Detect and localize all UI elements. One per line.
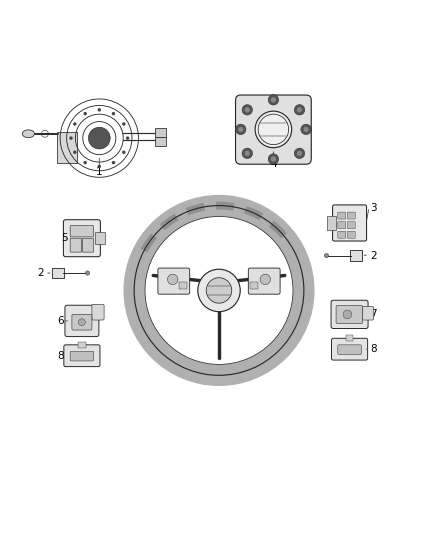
Circle shape [69,136,73,140]
FancyBboxPatch shape [64,220,100,257]
Circle shape [73,150,77,154]
Circle shape [78,319,85,326]
Text: 8: 8 [57,351,64,361]
FancyBboxPatch shape [78,342,86,348]
Circle shape [112,112,115,115]
Circle shape [271,97,276,102]
FancyBboxPatch shape [338,231,346,238]
Circle shape [167,274,178,285]
FancyBboxPatch shape [347,212,355,219]
FancyBboxPatch shape [332,205,367,241]
FancyBboxPatch shape [70,225,94,237]
Circle shape [112,161,115,164]
FancyBboxPatch shape [70,238,81,252]
FancyBboxPatch shape [70,351,94,361]
Circle shape [198,269,240,312]
Circle shape [126,136,129,140]
Circle shape [90,128,109,148]
Circle shape [98,165,101,168]
FancyBboxPatch shape [248,268,280,294]
Circle shape [236,124,246,135]
Circle shape [206,278,232,303]
FancyBboxPatch shape [52,268,64,278]
Circle shape [294,104,305,115]
Circle shape [304,127,309,132]
Circle shape [324,254,328,258]
Circle shape [301,124,311,135]
FancyBboxPatch shape [332,338,367,360]
Circle shape [255,111,292,148]
Circle shape [122,150,126,154]
FancyBboxPatch shape [95,232,105,244]
FancyBboxPatch shape [346,335,353,341]
FancyBboxPatch shape [82,238,94,252]
FancyBboxPatch shape [336,305,363,324]
FancyBboxPatch shape [179,282,187,288]
Circle shape [297,107,302,112]
FancyBboxPatch shape [338,222,346,229]
FancyBboxPatch shape [72,314,92,330]
Circle shape [238,127,244,132]
Circle shape [73,122,77,126]
Circle shape [242,104,253,115]
Circle shape [245,151,250,156]
Circle shape [294,148,305,158]
Circle shape [85,271,90,275]
Text: 4: 4 [270,159,277,169]
FancyBboxPatch shape [250,282,258,288]
Circle shape [271,156,276,161]
Circle shape [98,108,101,111]
FancyBboxPatch shape [338,345,361,354]
FancyBboxPatch shape [350,251,362,261]
Text: 5: 5 [61,233,68,243]
FancyBboxPatch shape [64,345,100,367]
FancyBboxPatch shape [338,212,346,219]
Circle shape [268,154,279,164]
FancyBboxPatch shape [236,95,311,164]
Ellipse shape [22,130,35,138]
FancyBboxPatch shape [362,306,374,320]
Circle shape [343,310,352,319]
FancyBboxPatch shape [155,128,166,137]
Circle shape [242,148,253,158]
Text: 7: 7 [370,309,377,319]
FancyBboxPatch shape [331,300,368,328]
Text: 6: 6 [57,316,64,326]
FancyBboxPatch shape [57,133,77,163]
FancyBboxPatch shape [158,268,190,294]
FancyBboxPatch shape [347,222,355,229]
FancyBboxPatch shape [327,215,336,230]
Circle shape [297,151,302,156]
Circle shape [260,274,271,285]
Text: 1: 1 [96,167,102,176]
Circle shape [245,107,250,112]
FancyBboxPatch shape [155,137,166,146]
FancyBboxPatch shape [92,304,104,320]
Text: 3: 3 [370,203,377,213]
Circle shape [83,161,87,164]
FancyBboxPatch shape [65,305,99,336]
Text: 8: 8 [370,344,377,354]
Circle shape [83,112,87,115]
FancyBboxPatch shape [347,231,355,238]
Circle shape [268,94,279,105]
Circle shape [88,127,110,149]
Circle shape [122,122,126,126]
Text: 2: 2 [370,251,377,261]
Text: 2: 2 [37,268,44,278]
